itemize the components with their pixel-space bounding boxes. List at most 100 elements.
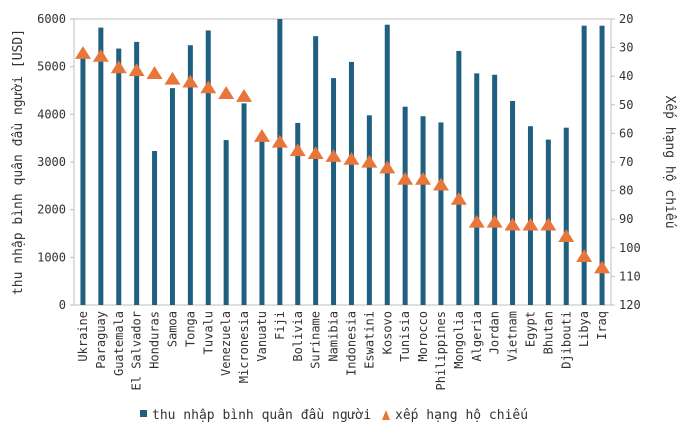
point-philippines <box>432 177 449 191</box>
bar-venezuela <box>223 140 229 305</box>
left-tick-label: 6000 <box>37 12 66 26</box>
x-tick-label: Micronesia <box>237 311 251 383</box>
x-tick-label: Eswatini <box>362 311 376 369</box>
x-tick-label: Algeria <box>470 311 484 362</box>
point-eswatini <box>361 154 378 168</box>
point-samoa <box>164 71 181 85</box>
right-axis-ticks: 20 30 40 50 60 70 80 90 100 110 120 <box>611 12 641 312</box>
x-tick-label: Fiji <box>273 311 287 340</box>
bar-series <box>80 19 605 306</box>
point-djibouti <box>558 229 575 242</box>
bar-algeria <box>474 73 480 305</box>
left-tick-label: 0 <box>59 298 66 312</box>
bar-iraq <box>599 25 605 305</box>
bar-micronesia <box>241 103 247 306</box>
right-tick-label: 60 <box>619 126 633 140</box>
bar-philippines <box>438 122 444 305</box>
bar-suriname <box>313 36 319 305</box>
point-bolivia <box>289 143 306 157</box>
legend: thu nhập bình quân đầu người xếp hạng hộ… <box>140 408 528 423</box>
bar-tuvalu <box>205 30 211 305</box>
legend-scatter-swatch <box>382 410 390 420</box>
point-ukraine <box>74 46 91 59</box>
point-tonga <box>182 74 199 88</box>
point-egypt <box>522 217 539 231</box>
point-algeria <box>468 214 485 228</box>
point-bhutan <box>540 217 557 231</box>
x-tick-label: Indonesia <box>344 311 358 376</box>
x-tick-label: Tunisia <box>398 311 412 362</box>
left-tick-label: 2000 <box>37 203 66 217</box>
x-tick-label: Namibia <box>327 311 341 362</box>
bar-bolivia <box>295 122 301 305</box>
point-kosovo <box>379 160 396 174</box>
point-indonesia <box>343 151 360 165</box>
right-tick-label: 50 <box>619 98 633 112</box>
x-tick-label: Egypt <box>523 311 537 347</box>
x-tick-label: Kosovo <box>380 311 394 354</box>
right-tick-label: 110 <box>619 269 641 283</box>
bar-egypt <box>527 126 533 305</box>
right-tick-label: 90 <box>619 212 633 226</box>
x-tick-label: Djibouti <box>559 311 573 369</box>
x-tick-label: Vanuatu <box>255 311 269 362</box>
x-tick-label: Vietnam <box>506 311 520 362</box>
legend-bar-swatch <box>140 410 147 417</box>
left-tick-label: 4000 <box>37 107 66 121</box>
legend-bar-label: thu nhập bình quân đầu người <box>152 408 371 423</box>
right-tick-label: 100 <box>619 241 641 255</box>
x-tick-label: Iraq <box>595 311 609 340</box>
x-tick-label: Philippines <box>434 311 448 390</box>
point-libya <box>576 249 593 262</box>
x-tick-label: Mongolia <box>452 311 466 369</box>
bar-indonesia <box>348 61 354 306</box>
left-axis-title: thu nhập bình quân đầu người [USD] <box>11 29 26 295</box>
bar-vietnam <box>510 100 516 305</box>
bar-paraguay <box>98 27 104 306</box>
bar-el-salvador <box>134 41 140 305</box>
x-tick-label: Ukraine <box>76 311 90 362</box>
x-tick-label: El Salvador <box>130 311 144 390</box>
point-vanuatu <box>253 129 270 142</box>
x-tick-label: Honduras <box>148 311 162 369</box>
bar-eswatini <box>366 115 372 305</box>
right-tick-label: 80 <box>619 184 633 198</box>
bar-libya <box>581 25 587 305</box>
bar-tunisia <box>402 106 408 305</box>
point-guatemala <box>110 60 127 74</box>
bar-mongolia <box>456 50 462 305</box>
x-tick-label: Tonga <box>183 311 197 347</box>
point-vietnam <box>504 217 521 231</box>
x-tick-label: Tuvalu <box>201 311 215 354</box>
right-tick-label: 70 <box>619 155 633 169</box>
point-morocco <box>415 171 432 185</box>
legend-scatter-label: xếp hạng hộ chiếu <box>395 408 528 423</box>
point-mongolia <box>450 191 467 205</box>
bar-fiji <box>277 19 283 305</box>
bar-tonga <box>187 45 193 305</box>
right-tick-label: 20 <box>619 12 633 26</box>
point-honduras <box>146 66 163 79</box>
point-namibia <box>325 149 342 162</box>
left-tick-label: 1000 <box>37 250 66 264</box>
x-tick-label: Bolivia <box>291 311 305 362</box>
point-paraguay <box>92 48 109 62</box>
x-tick-label: Guatemala <box>112 311 126 376</box>
bar-guatemala <box>116 48 122 305</box>
point-tunisia <box>397 171 414 185</box>
bar-djibouti <box>563 127 569 306</box>
bar-ukraine <box>80 55 86 305</box>
bar-honduras <box>152 151 158 305</box>
bar-vanuatu <box>259 136 265 305</box>
right-tick-label: 40 <box>619 69 633 83</box>
x-tick-label: Paraguay <box>94 311 108 369</box>
point-fiji <box>271 134 288 148</box>
bar-samoa <box>169 88 175 305</box>
bar-namibia <box>331 78 337 306</box>
x-tick-label: Suriname <box>309 311 323 369</box>
bar-jordan <box>492 74 498 306</box>
left-tick-label: 3000 <box>37 155 66 169</box>
x-tick-label: Venezuela <box>219 311 233 376</box>
x-tick-label: Bhutan <box>541 311 555 354</box>
